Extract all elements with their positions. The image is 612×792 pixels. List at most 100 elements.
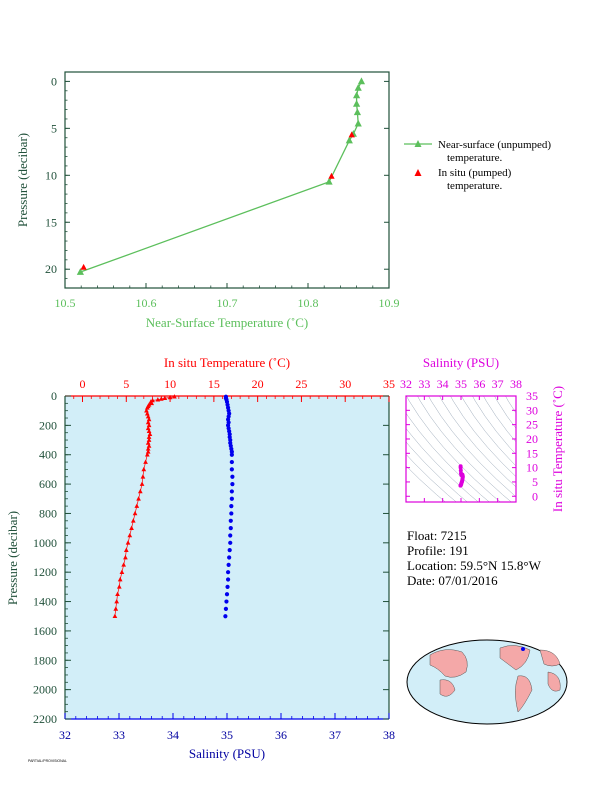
pressure-tick-label: 1000	[33, 536, 57, 550]
pressure-tick-label: 1600	[33, 624, 57, 638]
density-contour	[533, 386, 612, 511]
float-location-marker	[521, 647, 525, 651]
temperature-profile-point	[132, 510, 138, 516]
ts-x-tick-label: 35	[455, 377, 467, 391]
unpumped-temperature-point	[354, 119, 362, 127]
salinity-profile-point	[228, 437, 233, 443]
temperature-profile-point	[146, 422, 152, 428]
density-contour	[439, 396, 516, 488]
ts-x-tick-label: 32	[400, 377, 412, 391]
temperature-profile-point	[117, 576, 123, 582]
temperature-profile-point	[145, 446, 151, 451]
temperature-axis-label: In situ Temperature (˚C)	[164, 355, 290, 370]
temperature-profile-point	[144, 452, 150, 457]
ts-point	[459, 471, 463, 476]
salinity-profile-point	[229, 452, 234, 457]
y-tick-label: 20	[45, 262, 57, 276]
ts-x-tick-label: 33	[418, 377, 430, 391]
y-tick-label: 10	[45, 168, 57, 182]
temperature-profile-point	[125, 540, 131, 545]
x-tick-label: 10.7	[217, 296, 238, 310]
legend-label-pumped-1: In situ (pumped)	[438, 167, 512, 179]
ts-y-tick-label: 15	[526, 446, 538, 460]
salinity-tick-label: 36	[275, 728, 287, 742]
salinity-tick-label: 32	[59, 728, 71, 742]
salinity-tick-label: 34	[167, 728, 179, 742]
float-number: Float: 7215	[407, 528, 467, 543]
salinity-profile-point	[224, 599, 229, 604]
unpumped-temperature-point	[353, 91, 361, 99]
temperature-profile-point	[145, 419, 151, 425]
temperature-profile-point	[130, 518, 136, 523]
salinity-profile-point	[229, 504, 234, 509]
temperature-tick-label: 20	[252, 377, 264, 391]
ts-y-tick-label: 0	[532, 489, 538, 503]
salinity-profile-point	[228, 526, 233, 531]
salinity-profile-point	[229, 496, 234, 501]
profile-plot-area	[65, 396, 389, 719]
temperature-profile-point	[129, 525, 134, 530]
pressure-tick-label: 400	[39, 448, 57, 462]
salinity-profile-point	[228, 540, 233, 545]
temperature-profile-point	[146, 416, 152, 422]
salinity-profile-point	[225, 570, 231, 575]
temperature-profile-point	[139, 481, 145, 486]
unpumped-temperature-point	[325, 177, 333, 185]
y-tick-label: 5	[51, 121, 57, 135]
float-location: Location: 59.5°N 15.8°W	[407, 558, 541, 573]
salinity-profile-point	[227, 432, 232, 437]
temperature-profile-point	[146, 443, 152, 448]
unpumped-temperature-point	[353, 108, 362, 116]
profile-panel: 0 5 10 15 20 25 30 35 32 33 34 35 36 37 38 0 200 400 600…	[5, 355, 395, 761]
temperature-profile-point	[113, 606, 119, 611]
salinity-profile-point	[225, 577, 231, 582]
temperature-profile-point	[145, 413, 151, 419]
pressure-tick-label: 200	[39, 418, 57, 432]
pressure-tick-label: 600	[39, 477, 57, 491]
legend-marker-pumped	[414, 169, 422, 176]
temperature-profile-point	[172, 394, 177, 399]
temperature-profile-point	[145, 425, 151, 431]
x-tick-label: 10.6	[136, 296, 157, 310]
ts-x-label: Salinity (PSU)	[423, 355, 499, 370]
temperature-profile-point	[116, 584, 122, 589]
unpumped-temperature-point	[345, 136, 353, 144]
map-land-north-america	[499, 645, 531, 671]
salinity-tick-label: 37	[329, 728, 341, 742]
pressure-tick-label: 1400	[33, 595, 57, 609]
y-tick-label: 15	[45, 215, 57, 229]
pressure-tick-label: 0	[51, 389, 57, 403]
salinity-tick-label: 35	[221, 728, 233, 742]
unpumped-temperature-point	[357, 77, 366, 85]
density-contour	[406, 441, 468, 502]
map-land-africa	[547, 671, 561, 692]
density-contour	[406, 427, 479, 502]
legend: Near-surface (unpumped) temperature. In …	[404, 139, 551, 192]
ts-x-tick-label: 36	[473, 377, 485, 391]
temperature-profile-point	[137, 488, 143, 494]
salinity-profile-point	[230, 481, 235, 487]
temperature-profile-point	[162, 395, 168, 401]
temperature-profile-point	[158, 396, 164, 401]
legend-label-unpumped-2: temperature.	[447, 152, 503, 164]
pressure-tick-label: 800	[39, 506, 57, 520]
ts-x-tick-label: 34	[437, 377, 449, 391]
salinity-profile-point	[223, 606, 229, 611]
footer-text: PARTIAL/PROVISIONAL	[28, 759, 67, 763]
map-land-asia	[429, 649, 468, 678]
near-surface-plot-frame	[64, 71, 390, 289]
temperature-tick-label: 10	[164, 377, 176, 391]
x-tick-label: 10.8	[298, 296, 319, 310]
temperature-profile-point	[127, 532, 133, 538]
salinity-profile-point	[229, 449, 234, 454]
legend-label-unpumped-1: Near-surface (unpumped)	[438, 139, 551, 151]
density-contour	[417, 396, 512, 502]
unpumped-temperature-line	[80, 81, 363, 273]
temperature-profile-point	[115, 591, 120, 597]
x-tick-label: 10.9	[379, 296, 400, 310]
density-contour	[406, 412, 490, 502]
salinity-profile-point	[229, 511, 234, 516]
profile-date: Date: 07/01/2016	[407, 573, 498, 588]
temperature-profile-point	[145, 440, 151, 445]
salinity-profile-point	[230, 474, 235, 479]
